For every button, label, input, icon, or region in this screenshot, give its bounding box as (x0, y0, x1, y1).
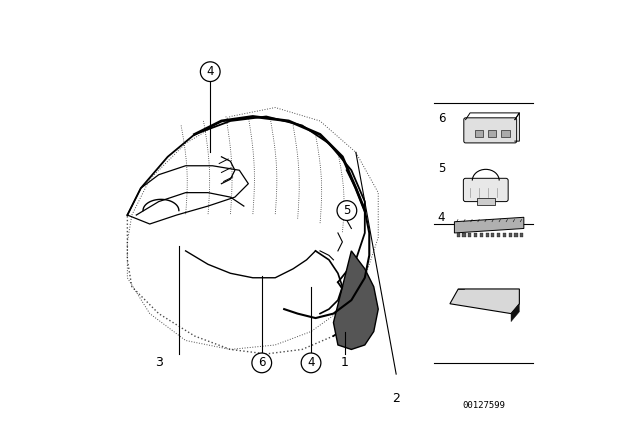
Bar (492, 233, 495, 237)
Bar (488, 130, 496, 137)
Bar (457, 233, 460, 237)
Bar (502, 130, 509, 137)
FancyBboxPatch shape (463, 178, 508, 202)
Polygon shape (333, 251, 378, 349)
FancyBboxPatch shape (464, 118, 516, 143)
Text: 4: 4 (307, 356, 315, 370)
Circle shape (252, 353, 271, 373)
Text: 5: 5 (343, 204, 351, 217)
Bar (486, 233, 489, 237)
Bar (503, 233, 506, 237)
Bar (509, 233, 512, 237)
Circle shape (337, 201, 356, 220)
Bar (520, 233, 524, 237)
Text: 5: 5 (438, 161, 445, 175)
Bar (497, 233, 500, 237)
Text: 2: 2 (392, 392, 400, 405)
Polygon shape (450, 289, 520, 314)
Bar (477, 198, 495, 205)
Bar (474, 233, 477, 237)
Text: 3: 3 (155, 356, 163, 370)
Bar (515, 233, 518, 237)
Text: 4: 4 (207, 65, 214, 78)
Bar (475, 130, 483, 137)
Polygon shape (454, 217, 524, 233)
Text: 4: 4 (438, 211, 445, 224)
Text: 6: 6 (438, 112, 445, 125)
Text: 1: 1 (340, 356, 349, 370)
Polygon shape (511, 304, 520, 322)
Text: 6: 6 (258, 356, 266, 370)
Circle shape (301, 353, 321, 373)
Bar (480, 233, 483, 237)
Bar (468, 233, 471, 237)
Text: 00127599: 00127599 (462, 401, 505, 410)
Bar (463, 233, 465, 237)
Circle shape (200, 62, 220, 82)
